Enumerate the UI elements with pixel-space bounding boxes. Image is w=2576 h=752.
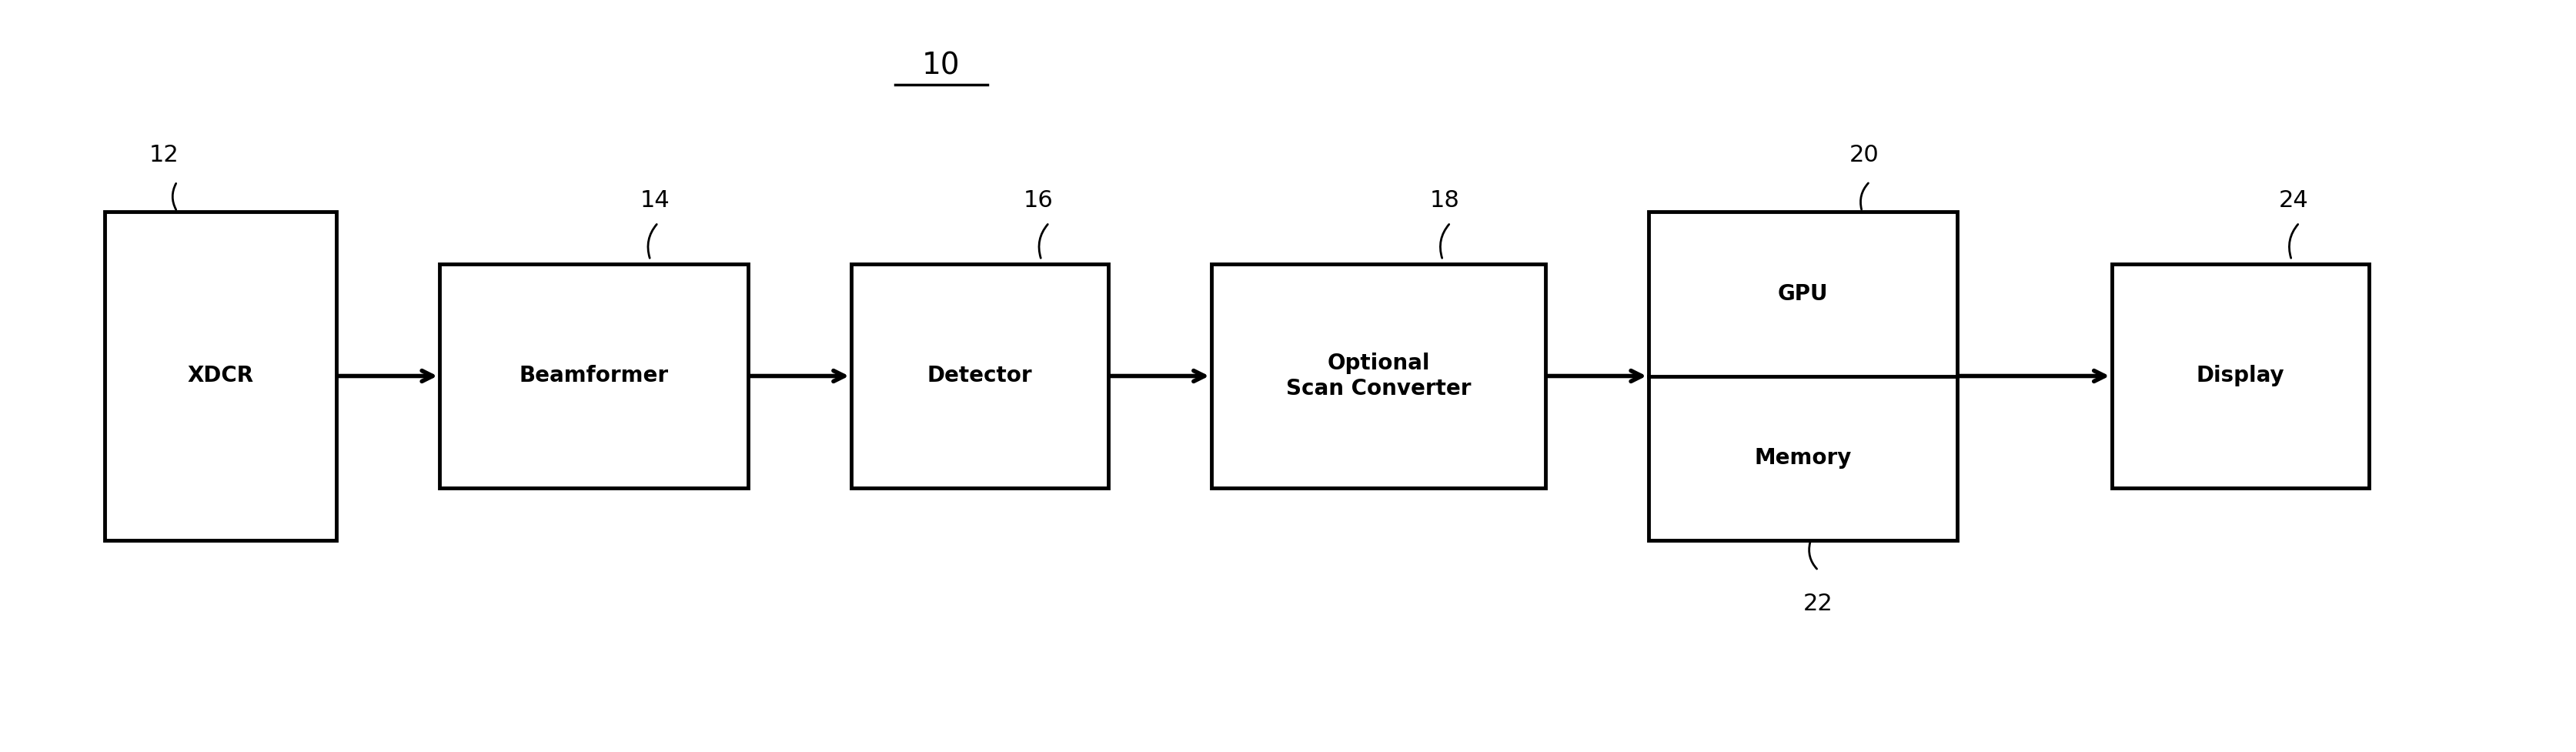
Text: 20: 20 [1850, 144, 1878, 167]
Text: GPU: GPU [1777, 283, 1826, 305]
FancyBboxPatch shape [106, 211, 337, 541]
Text: XDCR: XDCR [188, 365, 255, 387]
FancyBboxPatch shape [1211, 264, 1546, 488]
Text: 24: 24 [2277, 189, 2308, 211]
Text: 14: 14 [639, 189, 670, 211]
FancyBboxPatch shape [440, 264, 747, 488]
FancyBboxPatch shape [850, 264, 1108, 488]
FancyBboxPatch shape [2110, 264, 2367, 488]
Text: 12: 12 [149, 144, 178, 167]
Text: Beamformer: Beamformer [518, 365, 667, 387]
Text: Display: Display [2195, 365, 2285, 387]
Text: 18: 18 [1430, 189, 1461, 211]
Text: 10: 10 [922, 51, 961, 80]
Text: 16: 16 [1023, 189, 1054, 211]
Text: 22: 22 [1803, 593, 1832, 615]
Text: Memory: Memory [1754, 447, 1852, 469]
Text: Detector: Detector [927, 365, 1033, 387]
FancyBboxPatch shape [1649, 211, 1958, 541]
Text: Optional
Scan Converter: Optional Scan Converter [1285, 353, 1471, 399]
